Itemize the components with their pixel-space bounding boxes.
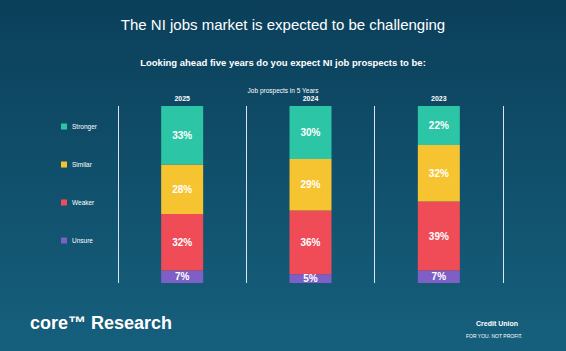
svg-text:Unsure: Unsure bbox=[72, 237, 93, 244]
svg-text:Looking ahead five years do yo: Looking ahead five years do you expect N… bbox=[140, 57, 426, 68]
svg-text:2025: 2025 bbox=[174, 95, 190, 102]
svg-text:Credit Union: Credit Union bbox=[476, 320, 518, 327]
svg-text:Weaker: Weaker bbox=[72, 199, 95, 206]
svg-text:2024: 2024 bbox=[303, 95, 319, 102]
svg-text:22%: 22% bbox=[429, 120, 449, 131]
svg-text:The NI jobs market is expected: The NI jobs market is expected to be cha… bbox=[121, 16, 445, 33]
svg-text:5%: 5% bbox=[303, 273, 318, 284]
svg-text:FOR YOU. NOT PROFIT.: FOR YOU. NOT PROFIT. bbox=[466, 333, 523, 339]
svg-text:Job prospects in 5 Years: Job prospects in 5 Years bbox=[248, 87, 320, 95]
svg-text:32%: 32% bbox=[429, 168, 449, 179]
svg-text:core™ Research: core™ Research bbox=[30, 313, 172, 333]
svg-text:33%: 33% bbox=[172, 130, 192, 141]
svg-text:30%: 30% bbox=[300, 127, 320, 138]
svg-text:7%: 7% bbox=[175, 271, 190, 282]
svg-text:Stronger: Stronger bbox=[72, 123, 98, 131]
svg-text:29%: 29% bbox=[300, 179, 320, 190]
svg-text:36%: 36% bbox=[300, 237, 320, 248]
svg-text:32%: 32% bbox=[172, 237, 192, 248]
svg-text:7%: 7% bbox=[432, 271, 447, 282]
svg-text:28%: 28% bbox=[172, 184, 192, 195]
svg-text:Similar: Similar bbox=[72, 161, 93, 168]
svg-text:39%: 39% bbox=[429, 231, 449, 242]
svg-text:2023: 2023 bbox=[431, 95, 447, 102]
